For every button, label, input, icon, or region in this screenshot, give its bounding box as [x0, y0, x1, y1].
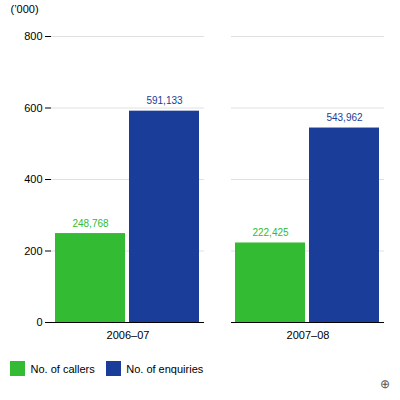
svg-text:0: 0 [36, 316, 42, 328]
svg-text:543,962: 543,962 [326, 112, 363, 123]
html-text:No. of enquiries: No. of enquiries [126, 362, 204, 375]
svg-text:(’000): (’000) [11, 3, 39, 15]
html-text:No. of callers: No. of callers [30, 362, 95, 375]
svg-text:400: 400 [24, 173, 42, 185]
svg-text:248,768: 248,768 [72, 218, 109, 229]
svg-text:200: 200 [24, 245, 42, 257]
svg-text:2007–08: 2007–08 [287, 329, 330, 341]
svg-text:591,133: 591,133 [146, 95, 183, 106]
svg-text:2006–07: 2006–07 [107, 329, 150, 341]
svg-text:600: 600 [24, 102, 42, 114]
svg-text:800: 800 [24, 30, 42, 42]
svg-text:222,425: 222,425 [252, 227, 289, 238]
